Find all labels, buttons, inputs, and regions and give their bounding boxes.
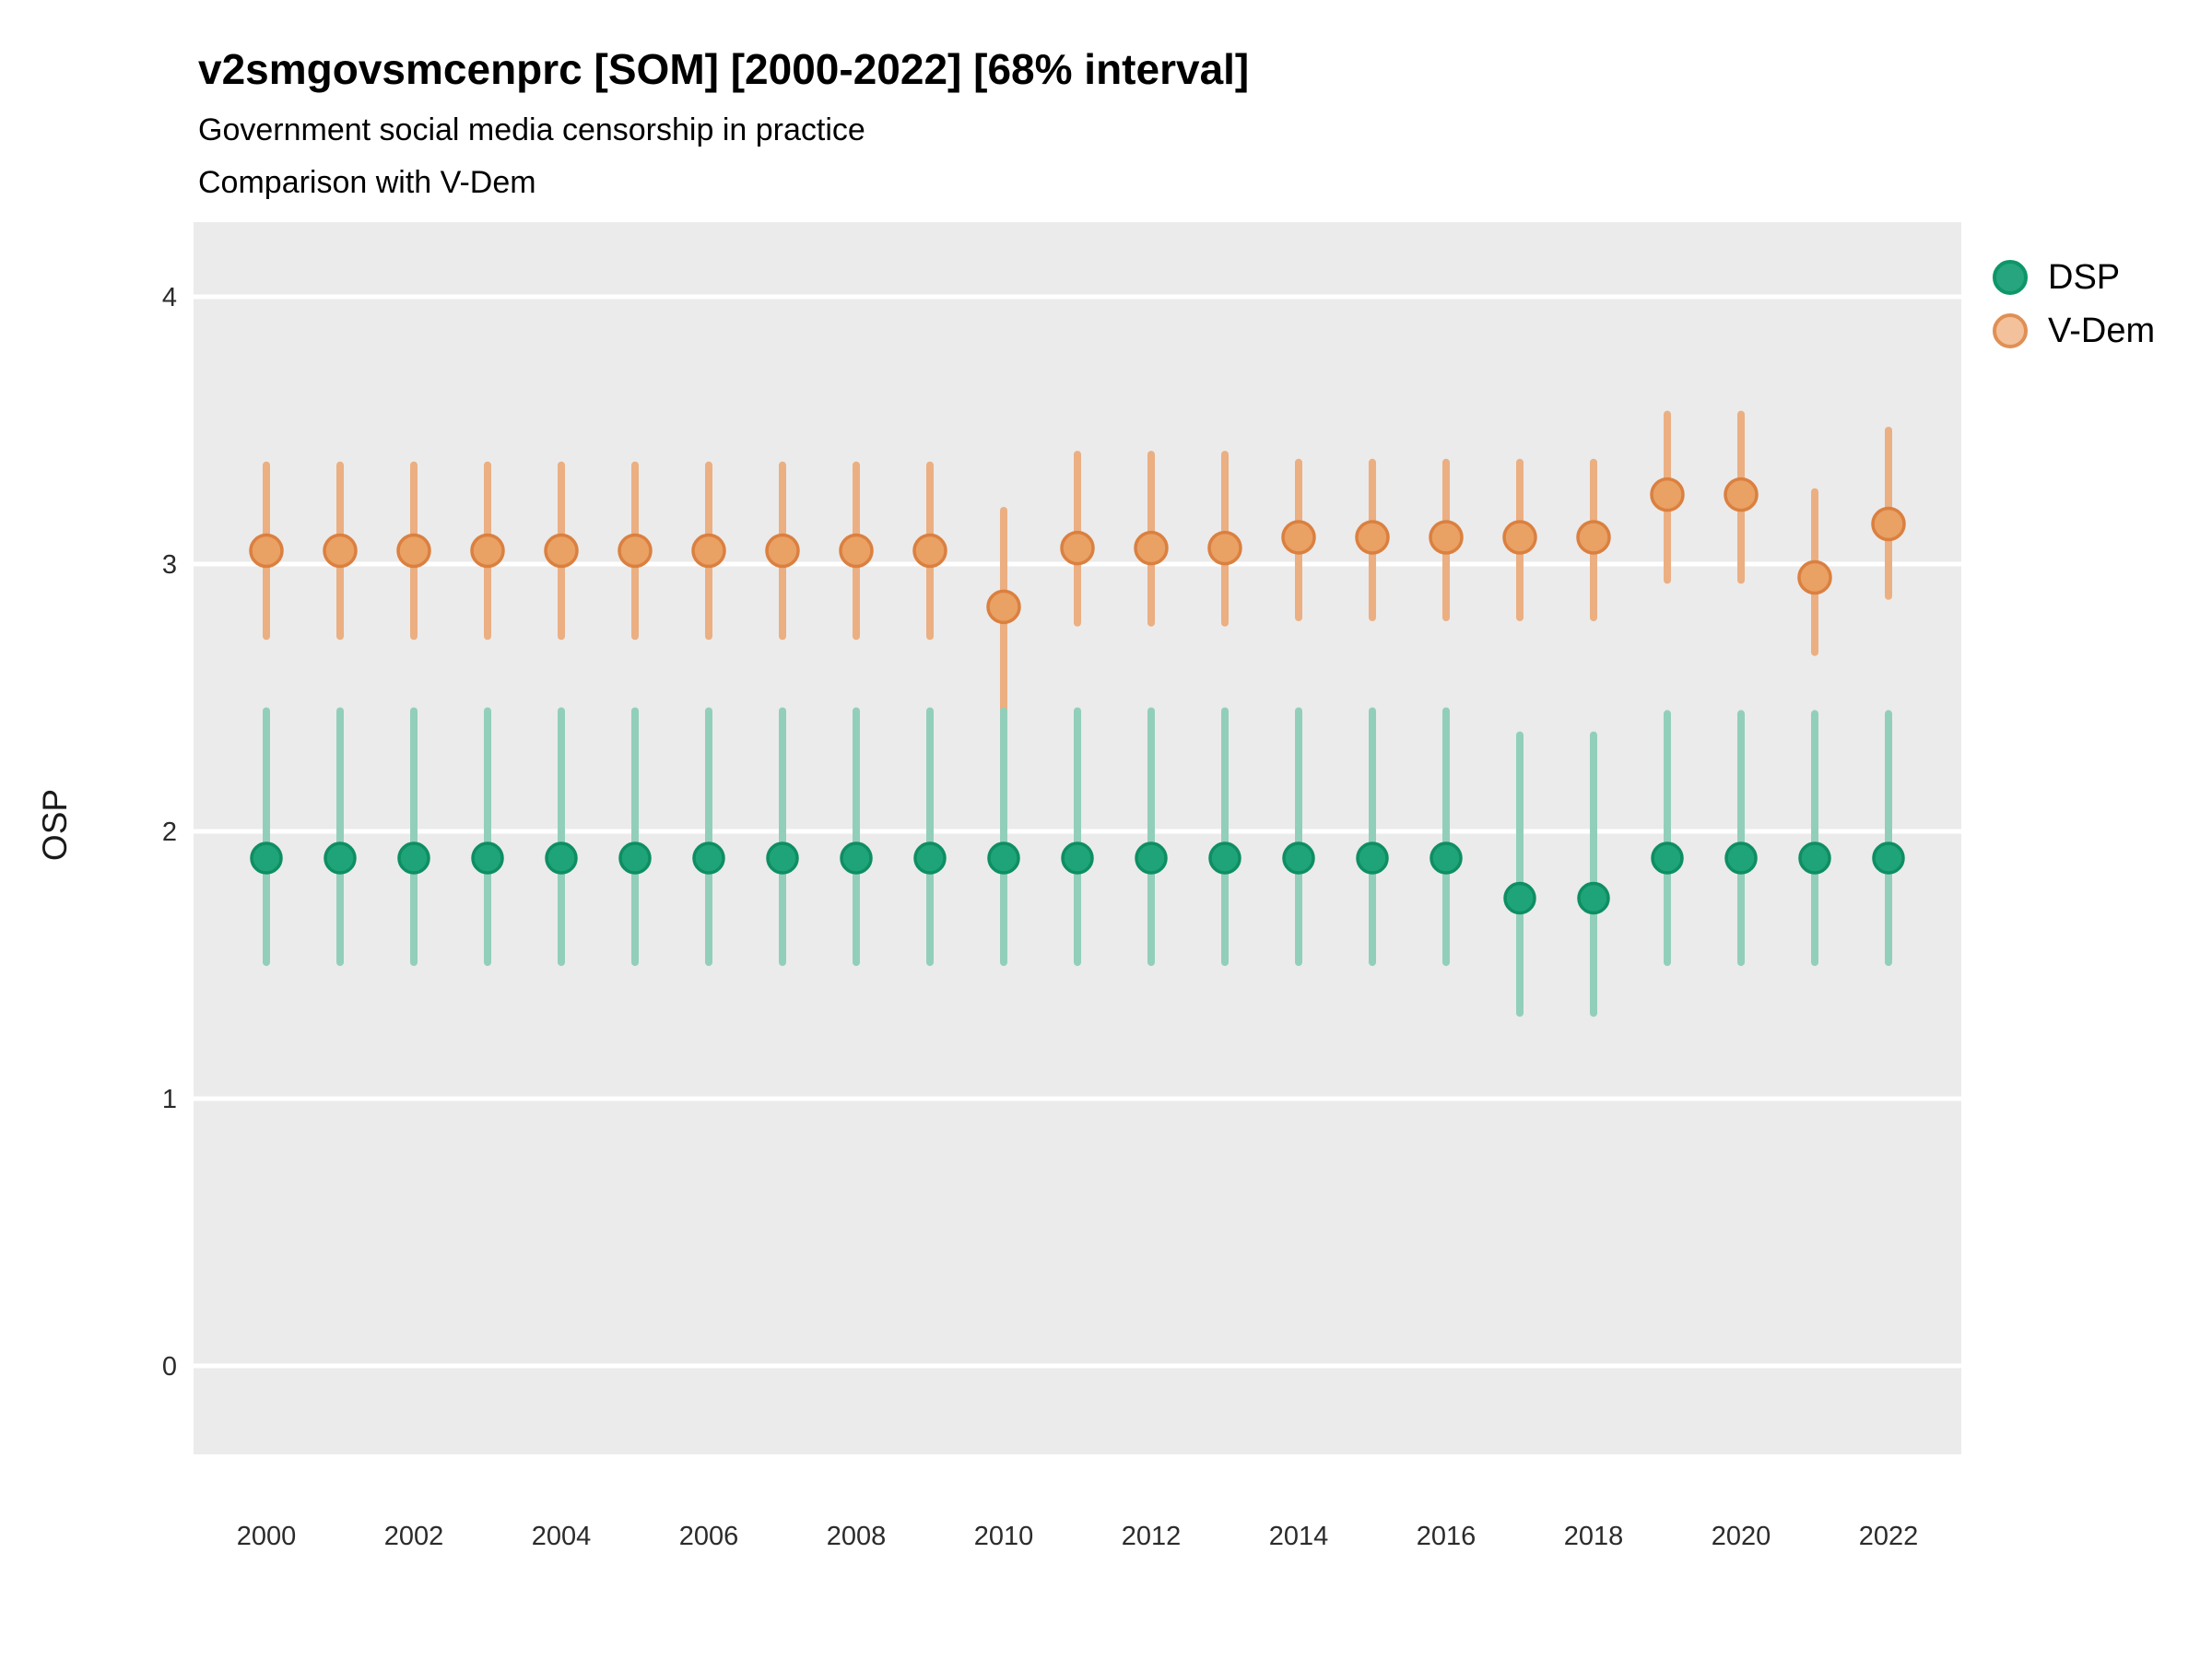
point-dsp-2006 (692, 841, 725, 875)
point-vdem-2010 (986, 589, 1021, 625)
point-vdem-2014 (1281, 520, 1316, 555)
chart-subtitle: Government social media censorship in pr… (198, 112, 865, 147)
point-vdem-2021 (1797, 559, 1832, 595)
point-vdem-2016 (1429, 520, 1464, 555)
point-vdem-2022 (1871, 506, 1906, 542)
legend-swatch-dsp-icon (1993, 260, 2028, 295)
legend-label-vdem: V-Dem (2048, 311, 2156, 350)
x-tick-label: 2012 (1122, 1522, 1182, 1551)
chart-title: v2smgovsmcenprc [SOM] [2000-2022] [68% i… (198, 45, 1250, 93)
x-tick-label: 2020 (1712, 1522, 1771, 1551)
point-dsp-2002 (397, 841, 430, 875)
x-tick-label: 2002 (384, 1522, 444, 1551)
point-dsp-2012 (1135, 841, 1168, 875)
point-vdem-2011 (1060, 530, 1095, 566)
x-tick-label: 2022 (1859, 1522, 1919, 1551)
point-dsp-2000 (250, 841, 283, 875)
point-dsp-2020 (1724, 841, 1758, 875)
y-tick-label: 4 (162, 283, 177, 312)
point-dsp-2003 (471, 841, 504, 875)
point-vdem-2003 (470, 533, 505, 569)
legend-label-dsp: DSP (2048, 257, 2121, 297)
x-tick-label: 2010 (974, 1522, 1034, 1551)
point-vdem-2004 (544, 533, 579, 569)
point-dsp-2022 (1872, 841, 1905, 875)
x-tick-label: 2006 (679, 1522, 739, 1551)
point-vdem-2013 (1207, 530, 1242, 566)
legend-item-dsp: DSP (1993, 251, 2155, 304)
x-tick-label: 2008 (827, 1522, 887, 1551)
point-vdem-2018 (1576, 520, 1611, 555)
point-vdem-2019 (1650, 477, 1685, 512)
point-dsp-2007 (766, 841, 799, 875)
point-vdem-2020 (1724, 477, 1759, 512)
point-vdem-2000 (249, 533, 284, 569)
point-dsp-2001 (324, 841, 357, 875)
point-dsp-2019 (1651, 841, 1684, 875)
point-dsp-2017 (1503, 881, 1536, 915)
point-vdem-2017 (1502, 520, 1537, 555)
point-dsp-2018 (1577, 881, 1610, 915)
point-dsp-2021 (1798, 841, 1831, 875)
legend: DSP V-Dem (1993, 251, 2155, 358)
point-dsp-2013 (1208, 841, 1241, 875)
point-vdem-2005 (618, 533, 653, 569)
point-vdem-2008 (839, 533, 874, 569)
point-dsp-2014 (1282, 841, 1315, 875)
point-vdem-2007 (765, 533, 800, 569)
point-vdem-2015 (1355, 520, 1390, 555)
point-vdem-2002 (396, 533, 431, 569)
point-dsp-2005 (618, 841, 652, 875)
x-tick-label: 2014 (1269, 1522, 1329, 1551)
y-tick-label: 3 (162, 550, 177, 580)
x-tick-label: 2000 (237, 1522, 297, 1551)
point-vdem-2006 (691, 533, 726, 569)
legend-item-vdem: V-Dem (1993, 304, 2155, 358)
point-vdem-2009 (912, 533, 947, 569)
x-tick-label: 2016 (1417, 1522, 1477, 1551)
y-tick-label: 0 (162, 1352, 177, 1382)
point-dsp-2008 (840, 841, 873, 875)
y-tick-label: 2 (162, 818, 177, 847)
x-tick-label: 2018 (1564, 1522, 1624, 1551)
point-vdem-2001 (323, 533, 358, 569)
point-dsp-2010 (987, 841, 1020, 875)
point-dsp-2011 (1061, 841, 1094, 875)
point-dsp-2009 (913, 841, 947, 875)
point-dsp-2004 (545, 841, 578, 875)
y-tick-label: 1 (162, 1085, 177, 1114)
point-dsp-2015 (1356, 841, 1389, 875)
point-dsp-2016 (1430, 841, 1463, 875)
legend-swatch-vdem-icon (1993, 313, 2028, 348)
x-tick-label: 2004 (532, 1522, 592, 1551)
chart-subtitle-comparison: Comparison with V-Dem (198, 165, 536, 200)
point-vdem-2012 (1134, 530, 1169, 566)
